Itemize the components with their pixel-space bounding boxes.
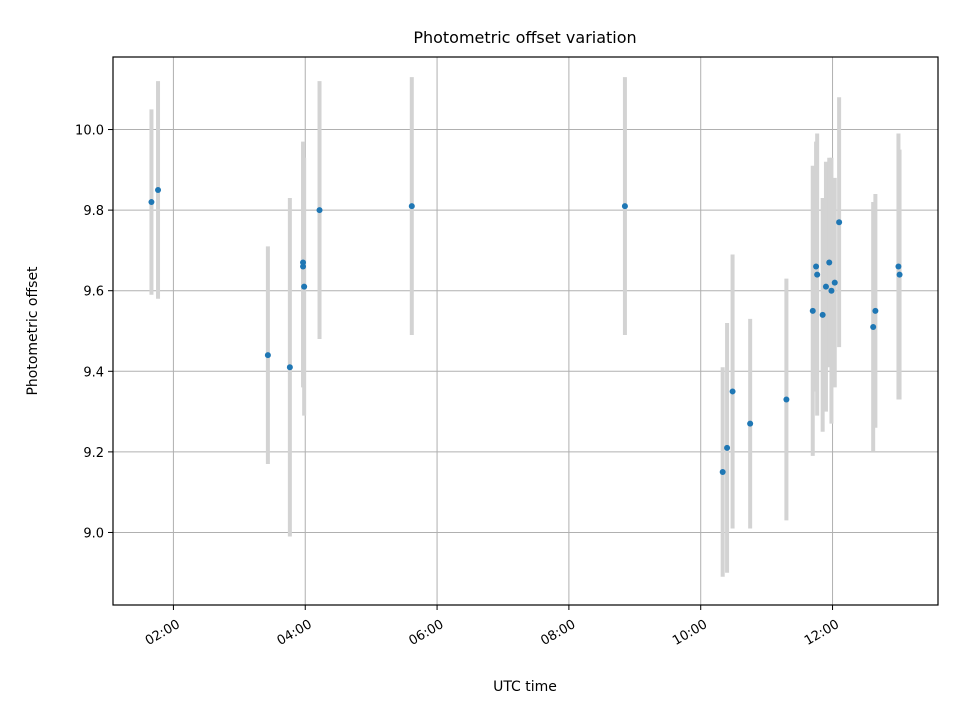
x-tick-label: 02:00: [143, 617, 183, 649]
x-axis-label: UTC time: [493, 679, 557, 695]
y-tick-label: 9.8: [83, 204, 104, 219]
data-point: [813, 263, 820, 270]
x-tick-label: 06:00: [407, 617, 447, 649]
data-point: [831, 279, 838, 286]
data-point: [264, 352, 271, 359]
data-point: [724, 444, 731, 451]
y-tick-label: 10.0: [75, 124, 104, 139]
data-point: [828, 287, 835, 294]
data-point: [896, 271, 903, 278]
data-point: [729, 388, 736, 395]
data-point: [747, 420, 754, 427]
data-point: [872, 307, 879, 314]
data-point: [809, 307, 816, 314]
data-point: [836, 219, 843, 226]
data-point: [814, 271, 821, 278]
y-tick-label: 9.6: [83, 285, 104, 300]
data-point: [621, 203, 628, 210]
data-point: [301, 283, 308, 290]
y-axis-label: Photometric offset: [25, 266, 41, 396]
x-tick-label: 10:00: [670, 617, 710, 649]
x-tick-label: 12:00: [802, 617, 842, 649]
data-point: [719, 469, 726, 476]
data-point: [300, 263, 307, 270]
data-points: [148, 186, 903, 476]
data-point: [895, 263, 902, 270]
x-tick-label: 04:00: [275, 617, 315, 649]
data-point: [148, 199, 155, 206]
chart-title: Photometric offset variation: [413, 28, 636, 47]
error-bars: [149, 77, 902, 577]
data-point: [286, 364, 293, 371]
data-point: [155, 186, 162, 193]
data-point: [826, 259, 833, 266]
data-point: [316, 207, 323, 214]
data-point: [870, 323, 877, 330]
y-tick-label: 9.4: [83, 365, 104, 380]
data-point: [408, 203, 415, 210]
y-tick-label: 9.0: [83, 526, 104, 541]
data-point: [822, 283, 829, 290]
y-tick-label: 9.2: [83, 446, 104, 461]
x-tick-label: 08:00: [538, 617, 578, 649]
data-point: [819, 311, 826, 318]
data-point: [783, 396, 790, 403]
plot-frame: [112, 56, 939, 606]
